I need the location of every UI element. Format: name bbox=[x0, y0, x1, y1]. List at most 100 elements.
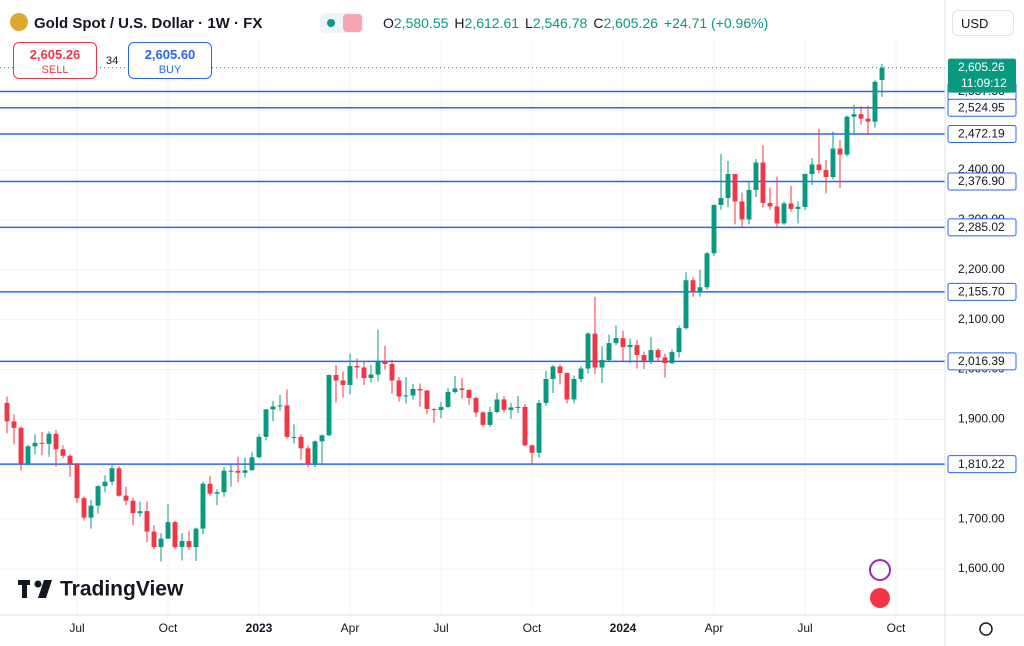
candle-body bbox=[774, 206, 780, 224]
candle-body bbox=[823, 170, 829, 178]
candle-body bbox=[200, 483, 206, 529]
candle-body bbox=[473, 397, 479, 413]
candle-body bbox=[480, 412, 486, 425]
candle-body bbox=[109, 468, 115, 482]
candle-body bbox=[291, 436, 297, 438]
candle-body bbox=[375, 361, 381, 375]
candle-body bbox=[578, 368, 584, 379]
candle-body bbox=[508, 407, 514, 410]
y-tick-label: 2,200.00 bbox=[958, 262, 1005, 276]
candle-body bbox=[11, 421, 17, 428]
candle-body bbox=[340, 380, 346, 385]
candle-body bbox=[403, 395, 409, 397]
x-tick-label: Jul bbox=[797, 621, 812, 635]
candle-body bbox=[767, 202, 773, 207]
candle-body bbox=[130, 500, 136, 514]
status-icons[interactable] bbox=[320, 13, 364, 33]
candle-body bbox=[137, 511, 143, 514]
candle-body bbox=[417, 388, 423, 391]
candle-body bbox=[88, 505, 94, 518]
candle-body bbox=[613, 338, 619, 344]
candle-body bbox=[102, 481, 108, 487]
candle-body bbox=[312, 441, 318, 465]
brand: TradingView bbox=[18, 578, 184, 601]
candle-body bbox=[851, 114, 857, 117]
ohlc-legend: O2,580.55 H2,612.61 L2,546.78 C2,605.26 +24.… bbox=[383, 15, 768, 31]
candle-body bbox=[522, 406, 528, 446]
countdown: 11:09:12 bbox=[961, 76, 1007, 90]
candle-body bbox=[669, 352, 675, 364]
candle-body bbox=[739, 201, 745, 220]
candle-body bbox=[676, 328, 682, 353]
candle-body bbox=[179, 541, 185, 548]
candle-body bbox=[550, 366, 556, 379]
candle-body bbox=[515, 406, 521, 408]
sell-label: SELL bbox=[41, 64, 69, 76]
candle-body bbox=[270, 406, 276, 410]
candle-body bbox=[39, 442, 45, 444]
candle-body bbox=[466, 389, 472, 398]
sell-button[interactable]: 2,605.26 SELL bbox=[13, 42, 97, 79]
level-label: 2,016.39 bbox=[958, 354, 1005, 368]
level-tag bbox=[947, 218, 1017, 237]
level-label: 2,524.95 bbox=[958, 100, 1005, 114]
candle-body bbox=[284, 405, 290, 437]
x-tick-label: Jul bbox=[69, 621, 84, 635]
y-tick-label: 1,900.00 bbox=[958, 412, 1005, 426]
candle-body bbox=[557, 366, 563, 374]
buy-button[interactable]: 2,605.60 BUY bbox=[128, 42, 212, 79]
candle-body bbox=[571, 378, 577, 400]
delay-icon bbox=[343, 14, 362, 32]
candle-body bbox=[25, 446, 31, 464]
level-tag bbox=[947, 282, 1017, 301]
candle-body bbox=[725, 174, 731, 198]
icon[interactable] bbox=[870, 588, 890, 608]
candle-body bbox=[788, 203, 794, 209]
candle-body bbox=[641, 355, 647, 361]
candle-body bbox=[151, 531, 157, 548]
symbol-icon bbox=[10, 13, 28, 31]
brand-name: TradingView bbox=[60, 578, 184, 601]
candle-body bbox=[123, 495, 129, 501]
levels bbox=[0, 67, 945, 465]
candle-body bbox=[753, 162, 759, 190]
candles bbox=[4, 63, 885, 562]
candle-body bbox=[256, 436, 262, 458]
candle-body bbox=[634, 345, 640, 356]
ohlc-label: O bbox=[383, 15, 394, 31]
candle-body bbox=[228, 470, 234, 472]
candle-body bbox=[732, 174, 738, 202]
settings-icon[interactable] bbox=[979, 622, 993, 636]
candle-body bbox=[396, 380, 402, 397]
candle-body bbox=[879, 67, 885, 80]
candle-body bbox=[207, 483, 213, 494]
candle-body bbox=[382, 361, 388, 365]
x-tick-label: 2023 bbox=[246, 621, 273, 635]
candle-body bbox=[648, 350, 654, 361]
candle-body bbox=[627, 345, 633, 348]
candle-body bbox=[606, 343, 612, 361]
candle-body bbox=[165, 522, 171, 539]
icon[interactable] bbox=[869, 559, 891, 581]
candle-body bbox=[501, 399, 507, 410]
candle-body bbox=[683, 280, 689, 329]
candle-body bbox=[116, 468, 122, 496]
spread: 34 bbox=[106, 55, 119, 67]
x-tick-label: Apr bbox=[705, 621, 724, 635]
candle-body bbox=[347, 366, 353, 385]
candle-body bbox=[795, 206, 801, 209]
symbol[interactable]: Gold Spot / U.S. Dollar · 1W · FX bbox=[34, 15, 263, 32]
candle-body bbox=[263, 409, 269, 437]
currency-button[interactable]: USD bbox=[952, 10, 1014, 36]
candle-body bbox=[333, 375, 339, 381]
market-dot bbox=[327, 19, 335, 27]
candle-body bbox=[536, 402, 542, 453]
candle-body bbox=[74, 463, 80, 499]
candle-body bbox=[242, 470, 248, 473]
candle-body bbox=[830, 148, 836, 178]
x-tick-label: Oct bbox=[887, 621, 906, 635]
ohlc-value: 2,612.61 bbox=[464, 15, 520, 31]
candle-body bbox=[410, 388, 416, 396]
candle-body bbox=[781, 203, 787, 224]
